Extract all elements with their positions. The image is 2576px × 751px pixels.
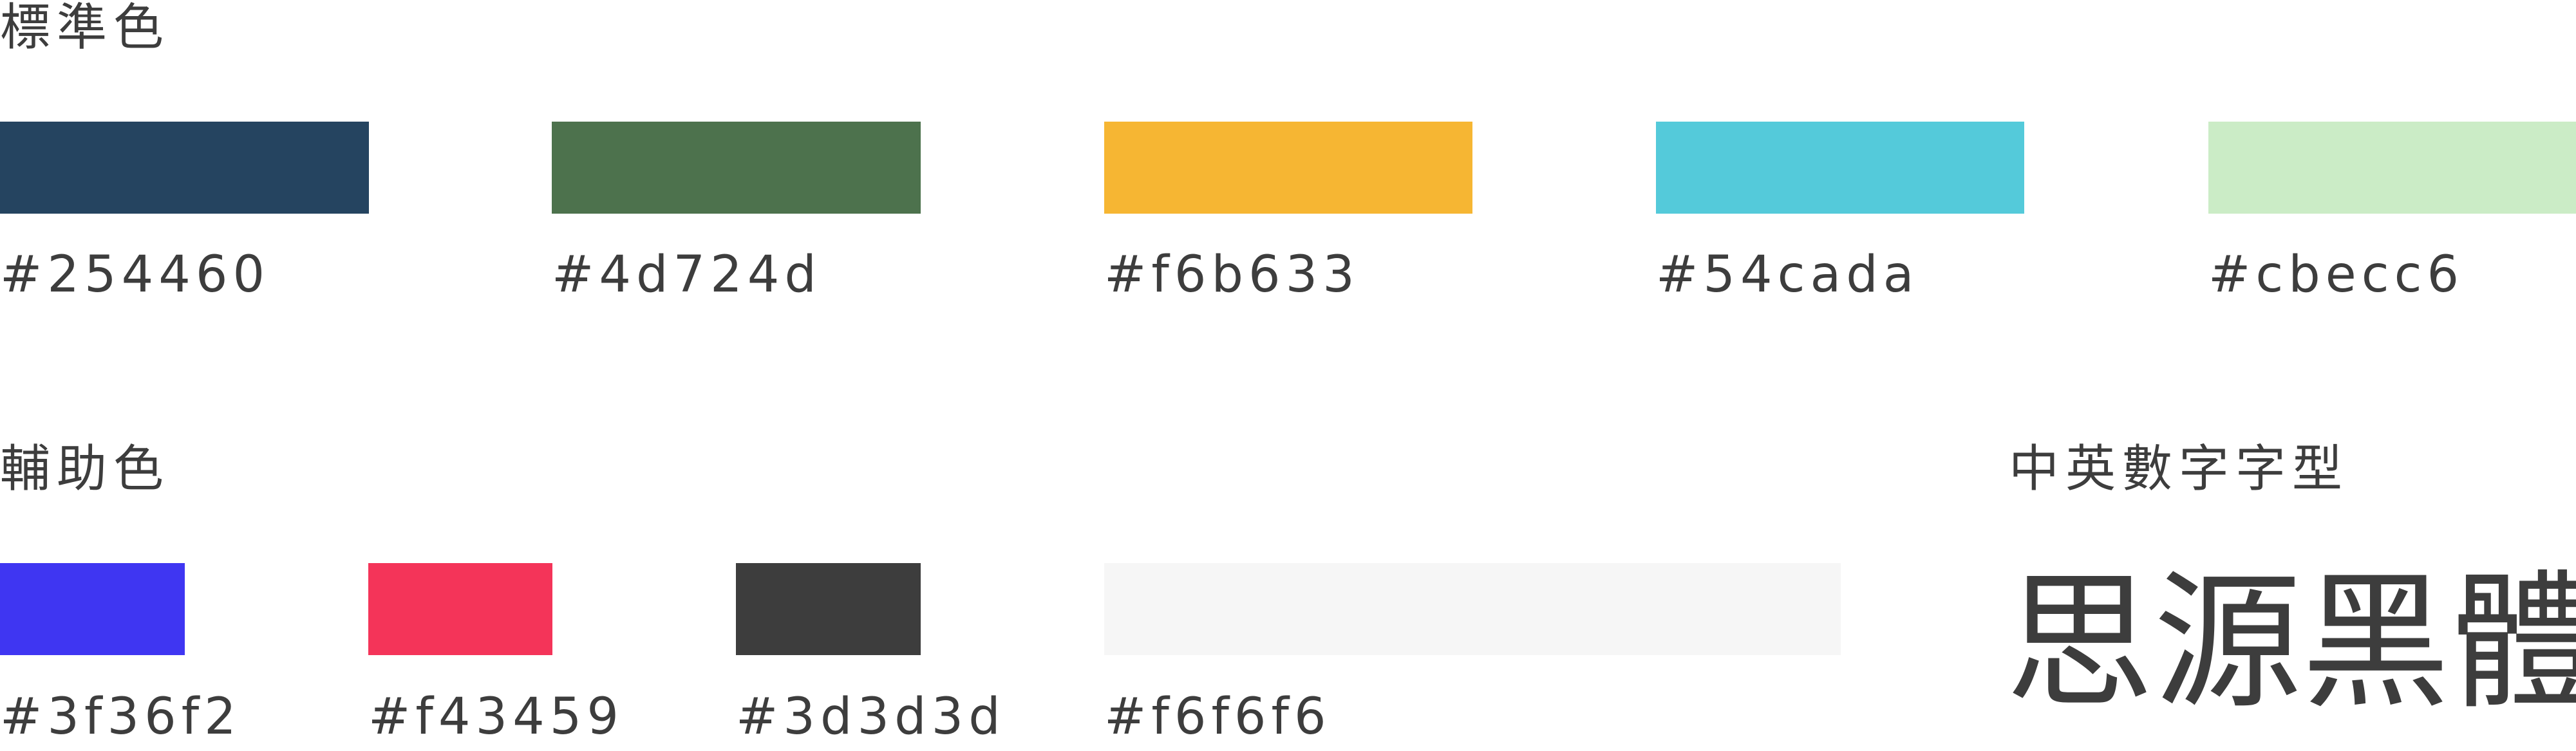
typeface-title: 中英數字字型	[2009, 440, 2349, 498]
swatch-label-auxiliary-1: #3f36f2	[0, 688, 241, 746]
swatch-label-standard-3: #f6b633	[1104, 246, 1360, 304]
typeface-sample: 思源黑體	[2006, 557, 2576, 729]
auxiliary-colors-title: 輔助色	[0, 440, 171, 498]
swatch-standard-4	[1656, 122, 2024, 214]
swatch-auxiliary-3	[736, 563, 921, 655]
swatch-auxiliary-4	[1104, 563, 1841, 655]
swatch-label-auxiliary-2: #f43459	[368, 688, 624, 746]
swatch-label-auxiliary-4: #f6f6f6	[1104, 688, 1331, 746]
swatch-label-auxiliary-3: #3d3d3d	[736, 688, 1006, 746]
swatch-standard-1	[0, 122, 369, 214]
swatch-auxiliary-2	[368, 563, 552, 655]
standard-colors-title: 標準色	[0, 0, 171, 57]
swatch-label-standard-1: #254460	[0, 246, 270, 304]
swatch-label-standard-5: #cbecc6	[2208, 246, 2465, 304]
swatch-auxiliary-1	[0, 563, 185, 655]
swatch-standard-2	[552, 122, 921, 214]
swatch-label-standard-2: #4d724d	[552, 246, 822, 304]
swatch-standard-3	[1104, 122, 1472, 214]
swatch-label-standard-4: #54cada	[1656, 246, 1919, 304]
swatch-standard-5	[2208, 122, 2576, 214]
